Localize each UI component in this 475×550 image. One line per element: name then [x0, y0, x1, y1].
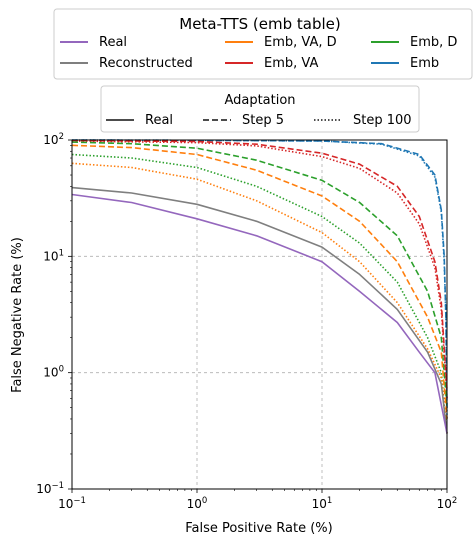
x-tick-label: 101	[312, 496, 333, 511]
legend-series-title: Meta-TTS (emb table)	[179, 15, 340, 33]
series-line-2	[71, 139, 448, 391]
legend-series-label: Emb, VA, D	[264, 35, 337, 50]
y-tick-label: 10−1	[36, 481, 64, 496]
series-line-3	[71, 140, 448, 399]
x-tick-label: 10−1	[58, 496, 86, 511]
x-tick-label: 100	[187, 496, 208, 511]
y-axis-label: False Negative Rate (%)	[10, 237, 25, 393]
series-line-7	[71, 162, 448, 434]
series-line-5	[71, 153, 448, 434]
series-line-9	[71, 193, 448, 434]
series-line-6	[71, 144, 448, 420]
legend-style-label: Step 100	[353, 113, 412, 128]
legend-style-label: Real	[145, 113, 173, 128]
x-tick-label: 102	[437, 496, 458, 511]
x-axis-label: False Positive Rate (%)	[185, 521, 332, 536]
legend-series-label: Reconstructed	[99, 56, 193, 71]
legend-series-label: Emb	[410, 56, 439, 71]
legend-series-box	[53, 8, 473, 80]
legend-series-label: Emb, D	[410, 35, 457, 50]
y-tick-label: 102	[43, 132, 64, 147]
series-line-8	[71, 186, 448, 434]
series-line-0	[71, 139, 448, 408]
y-tick-label: 101	[43, 248, 64, 263]
series-line-4	[71, 141, 448, 408]
legend-series-label: Emb, VA	[264, 56, 318, 71]
plot-area-frame	[71, 139, 448, 490]
legend-style-label: Step 5	[242, 113, 284, 128]
y-tick-label: 100	[43, 365, 64, 380]
legend-series-label: Real	[99, 35, 127, 50]
legend-style-title: Adaptation	[224, 93, 295, 108]
